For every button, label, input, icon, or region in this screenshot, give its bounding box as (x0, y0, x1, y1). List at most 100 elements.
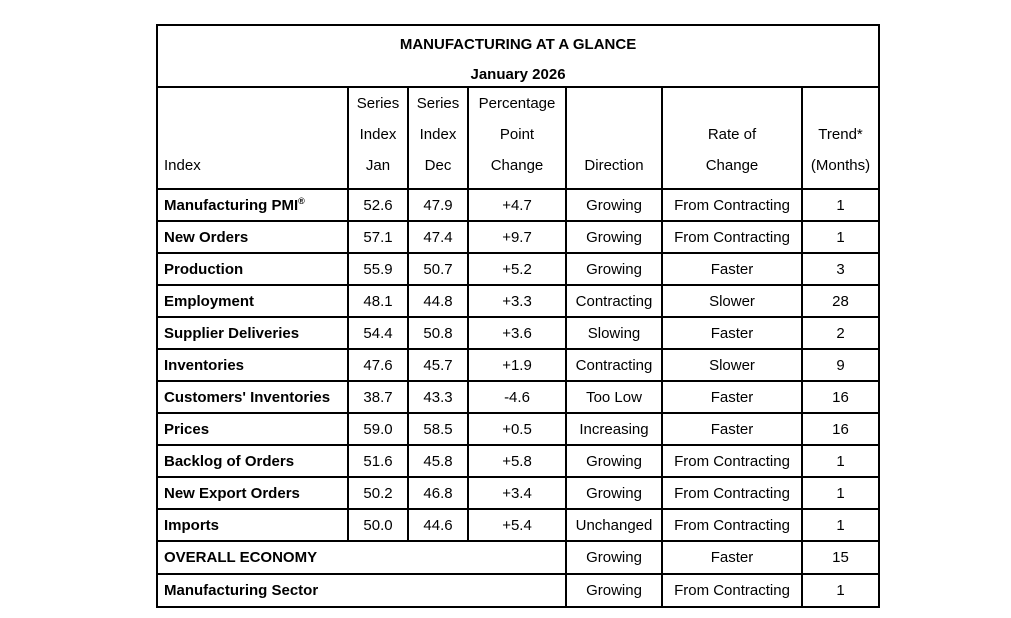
header-line: Direction (584, 157, 644, 174)
row-label: Customers' Inventories (156, 380, 349, 414)
row-label: Imports (156, 508, 349, 542)
table-row-imports: Imports 50.0 44.6 +5.4 Unchanged From Co… (156, 508, 881, 542)
table-row-supplier-deliveries: Supplier Deliveries 54.4 50.8 +3.6 Slowi… (156, 316, 881, 350)
table-row-inventories: Inventories 47.6 45.7 +1.9 Contracting S… (156, 348, 881, 382)
cell-direction: Unchanged (565, 508, 663, 542)
row-label: Production (156, 252, 349, 286)
cell-rate-of-change: From Contracting (661, 444, 803, 478)
cell-jan-index: 50.0 (347, 508, 409, 542)
cell-pct-change: +3.3 (467, 284, 567, 318)
header-line: (Months) (810, 157, 871, 174)
column-header-series-index-jan: Series Index Jan (347, 86, 409, 190)
table-row-production: Production 55.9 50.7 +5.2 Growing Faster… (156, 252, 881, 286)
cell-trend: 3 (800, 252, 881, 286)
header-line: Dec (424, 157, 452, 174)
table-row-manufacturing-pmi: Manufacturing PMI® 52.6 47.9 +4.7 Growin… (156, 188, 881, 222)
cell-dec-index: 47.9 (407, 188, 469, 222)
cell-jan-index: 59.0 (347, 412, 409, 446)
cell-jan-index: 51.6 (347, 444, 409, 478)
cell-pct-change: +9.7 (467, 220, 567, 254)
cell-jan-index: 57.1 (347, 220, 409, 254)
cell-dec-index: 50.7 (407, 252, 469, 286)
row-label: OVERALL ECONOMY (156, 540, 567, 575)
cell-rate-of-change: Slower (661, 284, 803, 318)
row-label: New Export Orders (156, 476, 349, 510)
cell-rate-of-change: From Contracting (661, 476, 803, 510)
table-row-overall-economy: OVERALL ECONOMY Growing Faster 15 (156, 540, 881, 575)
table-subtitle: January 2026 (470, 66, 566, 83)
column-header-index: Index (156, 86, 349, 190)
header-line: Change (490, 157, 544, 174)
cell-jan-index: 54.4 (347, 316, 409, 350)
row-label: Employment (156, 284, 349, 318)
cell-direction: Growing (565, 476, 663, 510)
cell-direction: Growing (565, 188, 663, 222)
cell-trend: 2 (800, 316, 881, 350)
column-header-percentage-point-change: Percentage Point Change (467, 86, 567, 190)
row-label: Backlog of Orders (156, 444, 349, 478)
cell-direction: Increasing (565, 412, 663, 446)
row-label: Manufacturing Sector (156, 573, 567, 608)
cell-direction: Growing (565, 573, 663, 608)
cell-dec-index: 46.8 (407, 476, 469, 510)
row-label: Manufacturing PMI® (156, 188, 349, 222)
cell-trend: 1 (800, 188, 881, 222)
cell-dec-index: 45.8 (407, 444, 469, 478)
cell-pct-change: +5.2 (467, 252, 567, 286)
cell-trend: 16 (800, 412, 881, 446)
table-row-prices: Prices 59.0 58.5 +0.5 Increasing Faster … (156, 412, 881, 446)
cell-rate-of-change: Faster (661, 380, 803, 414)
header-line: Rate of (707, 126, 757, 143)
header-line: Jan (365, 157, 391, 174)
cell-rate-of-change: From Contracting (661, 508, 803, 542)
row-label: Prices (156, 412, 349, 446)
table-row-backlog-of-orders: Backlog of Orders 51.6 45.8 +5.8 Growing… (156, 444, 881, 478)
cell-direction: Growing (565, 540, 663, 575)
table-row-new-orders: New Orders 57.1 47.4 +9.7 Growing From C… (156, 220, 881, 254)
cell-trend: 1 (800, 220, 881, 254)
table-row-employment: Employment 48.1 44.8 +3.3 Contracting Sl… (156, 284, 881, 318)
cell-trend: 1 (800, 444, 881, 478)
title-cell: MANUFACTURING AT A GLANCE January 2026 (155, 24, 881, 88)
cell-direction: Contracting (565, 348, 663, 382)
cell-rate-of-change: From Contracting (661, 573, 803, 608)
cell-trend: 28 (800, 284, 881, 318)
cell-jan-index: 47.6 (347, 348, 409, 382)
cell-trend: 15 (800, 540, 881, 575)
cell-jan-index: 48.1 (347, 284, 409, 318)
cell-jan-index: 38.7 (347, 380, 409, 414)
registered-trademark-symbol: ® (298, 195, 305, 206)
column-header-direction: Direction (565, 86, 663, 190)
cell-direction: Too Low (565, 380, 663, 414)
cell-direction: Slowing (565, 316, 663, 350)
cell-direction: Growing (565, 252, 663, 286)
table-row-new-export-orders: New Export Orders 50.2 46.8 +3.4 Growing… (156, 476, 881, 510)
cell-trend: 1 (800, 573, 881, 608)
cell-dec-index: 58.5 (407, 412, 469, 446)
header-index-label: Index (164, 157, 201, 174)
column-header-trend-months: Trend* (Months) (800, 86, 881, 190)
manufacturing-at-a-glance-table: MANUFACTURING AT A GLANCE January 2026 I… (155, 24, 881, 608)
column-header-rate-of-change: Rate of Change (661, 86, 803, 190)
cell-dec-index: 44.6 (407, 508, 469, 542)
header-line: Index (419, 126, 457, 143)
cell-direction: Growing (565, 444, 663, 478)
cell-rate-of-change: Faster (661, 412, 803, 446)
cell-direction: Contracting (565, 284, 663, 318)
table-row-customers-inventories: Customers' Inventories 38.7 43.3 -4.6 To… (156, 380, 881, 414)
header-line: Index (359, 126, 397, 143)
header-line: Trend* (818, 126, 863, 143)
cell-pct-change: +3.4 (467, 476, 567, 510)
cell-rate-of-change: From Contracting (661, 188, 803, 222)
cell-jan-index: 52.6 (347, 188, 409, 222)
table-title: MANUFACTURING AT A GLANCE (399, 36, 637, 53)
cell-dec-index: 47.4 (407, 220, 469, 254)
row-label: Supplier Deliveries (156, 316, 349, 350)
cell-dec-index: 43.3 (407, 380, 469, 414)
header-line: Point (499, 126, 535, 143)
cell-jan-index: 50.2 (347, 476, 409, 510)
table-row-manufacturing-sector: Manufacturing Sector Growing From Contra… (156, 573, 881, 608)
cell-trend: 9 (800, 348, 881, 382)
cell-rate-of-change: Slower (661, 348, 803, 382)
